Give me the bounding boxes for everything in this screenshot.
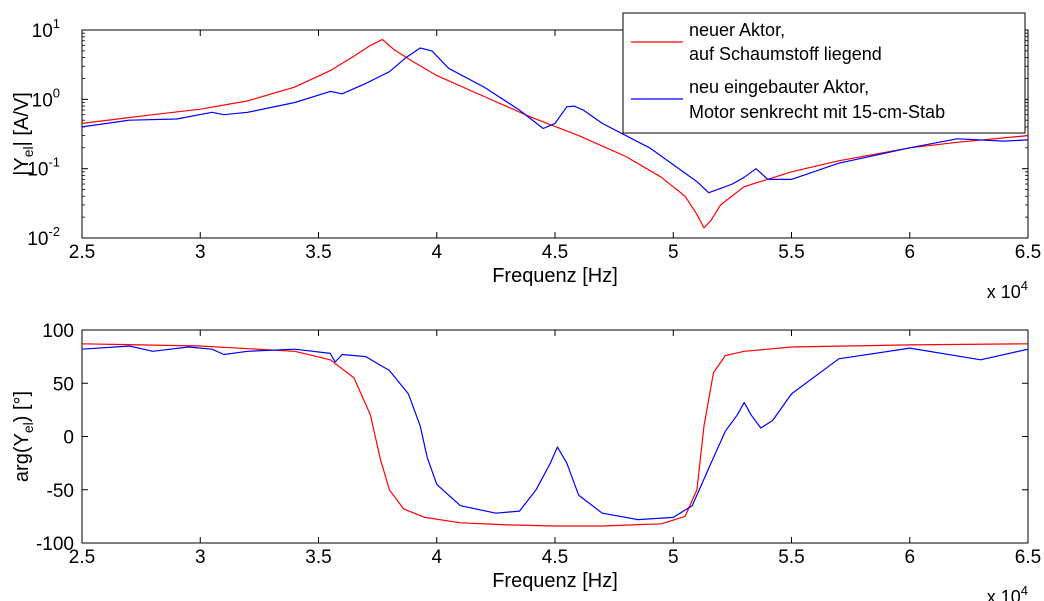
x-tick-label: 5.5 xyxy=(778,242,804,263)
legend-entry-2-line-2: Motor senkrecht mit 15-cm-Stab xyxy=(689,102,945,122)
magnitude-x-axis-label: Frequenz [Hz] xyxy=(492,265,618,287)
series-line-blue xyxy=(82,345,1028,521)
y-tick-label: 50 xyxy=(53,374,74,395)
x-tick-label: 4 xyxy=(431,547,442,568)
legend-entry-1-line-1: neuer Aktor, xyxy=(689,20,785,40)
phase-ticks: 2.5 3 3.5 4 4.5 5 5.5 6 6.5 -100 -50 0 50 100 xyxy=(36,321,1041,568)
x-tick-label: 4.5 xyxy=(542,547,568,568)
x-tick-label: 4 xyxy=(431,242,442,263)
magnitude-panel: 2.5 3 3.5 4 4.5 5 5.5 6 6.5 10-2 10-1 100 101 Freque… xyxy=(11,12,1041,302)
series-line-red xyxy=(82,343,1028,527)
magnitude-x-scale-label: x 104 xyxy=(987,278,1028,302)
x-tick-label: 3.5 xyxy=(305,242,331,263)
x-tick-label: 6 xyxy=(904,547,915,568)
x-tick-label: 5 xyxy=(668,547,679,568)
y-tick-label: -50 xyxy=(47,481,74,502)
x-tick-label: 5 xyxy=(668,242,679,263)
x-tick-label: 6 xyxy=(904,242,915,263)
legend-entry-2-line-1: neu eingebauter Aktor, xyxy=(689,77,869,97)
y-tick-label: -100 xyxy=(36,534,74,555)
magnitude-series xyxy=(82,38,1028,229)
y-tick-label: 100 xyxy=(42,321,74,342)
phase-x-axis-label: Frequenz [Hz] xyxy=(492,570,618,592)
y-tick-label: 0 xyxy=(63,428,74,449)
x-tick-label: 5.5 xyxy=(778,547,804,568)
legend-box xyxy=(622,12,1026,134)
x-tick-label: 6.5 xyxy=(1015,242,1041,263)
y-tick-label: 100 xyxy=(32,85,60,111)
magnitude-ticks: 2.5 3 3.5 4 4.5 5 5.5 6 6.5 10-2 10-1 100 101 xyxy=(27,16,1041,263)
x-tick-label: 6.5 xyxy=(1015,547,1041,568)
x-tick-label: 2.5 xyxy=(69,242,95,263)
magnitude-y-axis-label: |Yel| [A/V] xyxy=(11,92,36,176)
phase-axes-frame xyxy=(81,329,1029,544)
phase-x-scale-label: x 104 xyxy=(987,583,1028,601)
y-tick-label: 101 xyxy=(32,16,60,42)
phase-series xyxy=(82,343,1028,527)
x-tick-label: 2.5 xyxy=(69,547,95,568)
x-tick-label: 3 xyxy=(195,547,206,568)
y-tick-label: 10-1 xyxy=(27,155,60,181)
phase-panel: 2.5 3 3.5 4 4.5 5 5.5 6 6.5 -100 -50 0 50 100 Frequen… xyxy=(11,321,1041,601)
x-tick-label: 3 xyxy=(195,242,206,263)
x-tick-label: 3.5 xyxy=(305,547,331,568)
legend-entry-1-line-2: auf Schaumstoff liegend xyxy=(689,44,882,64)
phase-y-axis-label: arg(Yel) [°] xyxy=(11,391,36,482)
legend: neuer Aktor, auf Schaumstoff liegend neu… xyxy=(622,12,1026,134)
y-tick-label: 10-2 xyxy=(27,224,60,250)
x-tick-label: 4.5 xyxy=(542,242,568,263)
series-line-blue xyxy=(82,47,1028,194)
